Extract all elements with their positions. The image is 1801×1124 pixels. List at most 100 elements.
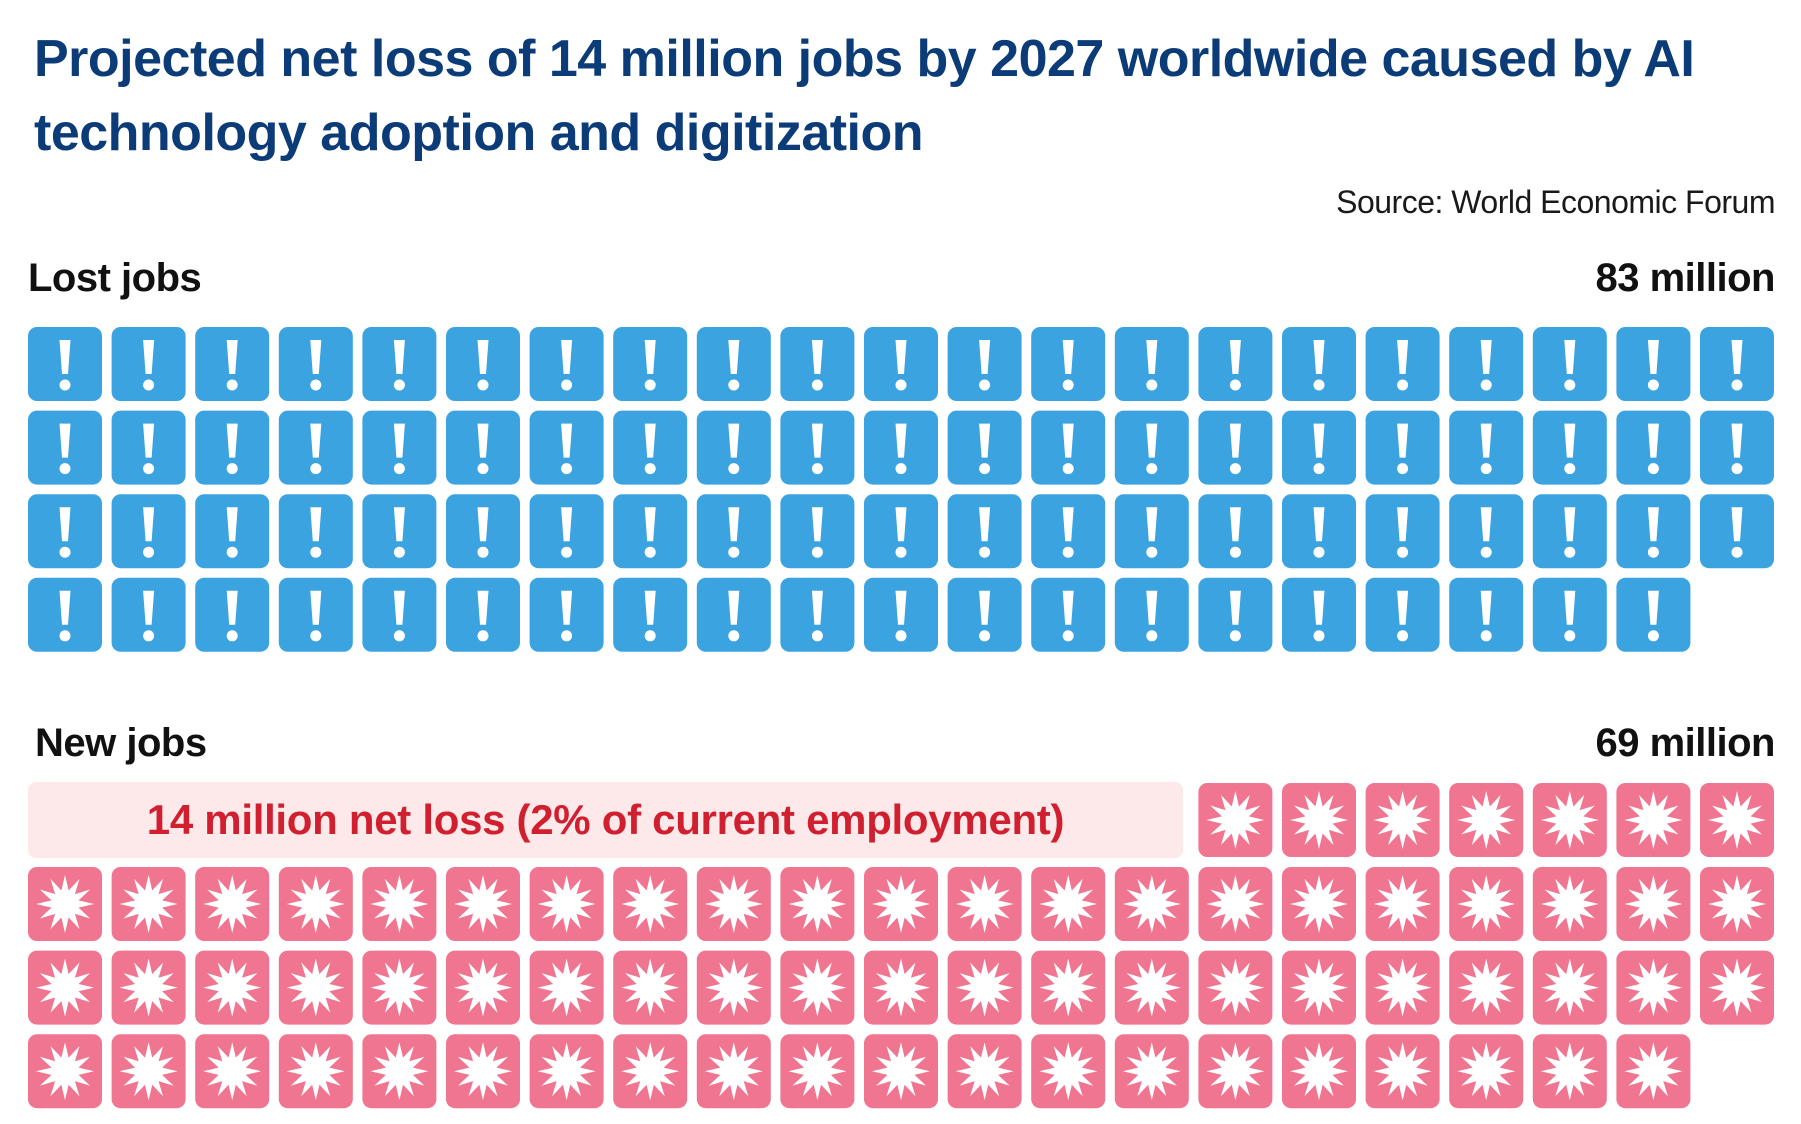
- chart-title: Projected net loss of 14 million jobs by…: [34, 30, 1695, 162]
- net-loss-callout: 14 million net loss (2% of current emplo…: [28, 782, 1183, 858]
- new-job-starburst-icon: [1198, 783, 1273, 857]
- new-job-starburst-icon: [1198, 950, 1273, 1025]
- lost-job-exclamation-icon: [613, 577, 688, 652]
- lost-job-exclamation-icon: [696, 577, 771, 652]
- new-job-starburst-icon: [1365, 950, 1440, 1025]
- lost-job-exclamation-icon: [780, 494, 855, 569]
- lost-job-exclamation-icon: [1031, 410, 1106, 485]
- new-job-starburst-icon: [1282, 783, 1356, 857]
- lost-job-exclamation-icon: [1449, 494, 1524, 569]
- new-job-starburst-icon: [529, 950, 604, 1025]
- new-job-starburst-icon: [278, 1034, 353, 1109]
- lost-job-exclamation-icon: [1532, 327, 1607, 401]
- new-job-starburst-icon: [696, 950, 771, 1025]
- lost-job-exclamation-icon: [947, 494, 1022, 569]
- new-job-starburst-icon: [780, 950, 855, 1025]
- lost-job-exclamation-icon: [1532, 577, 1607, 652]
- new-job-starburst-icon: [780, 867, 855, 941]
- lost-job-exclamation-icon: [1616, 327, 1691, 401]
- lost-job-exclamation-icon: [947, 577, 1022, 652]
- lost-job-exclamation-icon: [28, 494, 102, 569]
- lost-job-exclamation-icon: [278, 410, 353, 485]
- lost-job-exclamation-icon: [446, 494, 520, 569]
- new-job-starburst-icon: [1365, 1034, 1440, 1109]
- lost-job-exclamation-icon: [1114, 494, 1189, 569]
- new-job-starburst-icon: [278, 950, 353, 1025]
- new-job-starburst-icon: [696, 1034, 771, 1109]
- lost-job-exclamation-icon: [1282, 410, 1356, 485]
- lost-job-exclamation-icon: [1616, 577, 1691, 652]
- lost-job-exclamation-icon: [446, 410, 520, 485]
- new-job-starburst-icon: [613, 950, 688, 1025]
- new-job-starburst-icon: [1532, 950, 1607, 1025]
- new-job-starburst-icon: [1616, 783, 1691, 857]
- new-job-starburst-icon: [28, 950, 102, 1025]
- lost-job-exclamation-icon: [28, 327, 102, 401]
- new-job-starburst-icon: [613, 867, 688, 941]
- lost-job-exclamation-icon: [111, 327, 186, 401]
- lost-job-exclamation-icon: [446, 577, 520, 652]
- new-job-starburst-icon: [1700, 950, 1774, 1025]
- lost-job-exclamation-icon: [1365, 577, 1440, 652]
- lost-job-exclamation-icon: [780, 577, 855, 652]
- new-job-starburst-icon: [1198, 867, 1273, 941]
- lost-job-exclamation-icon: [1449, 327, 1524, 401]
- new-job-starburst-icon: [362, 867, 437, 941]
- lost-job-exclamation-icon: [1365, 494, 1440, 569]
- new-job-starburst-icon: [195, 1034, 270, 1109]
- lost-job-exclamation-icon: [1031, 494, 1106, 569]
- new-job-starburst-icon: [613, 1034, 688, 1109]
- lost-job-exclamation-icon: [696, 327, 771, 401]
- lost-job-exclamation-icon: [1114, 410, 1189, 485]
- lost-job-exclamation-icon: [1198, 494, 1273, 569]
- lost-job-exclamation-icon: [362, 494, 437, 569]
- net-loss-callout-text: 14 million net loss (2% of current emplo…: [146, 796, 1065, 843]
- source-note: Source: World Economic Forum: [1336, 184, 1775, 220]
- lost-job-exclamation-icon: [278, 494, 353, 569]
- lost-job-exclamation-icon: [195, 577, 270, 652]
- lost-job-exclamation-icon: [1700, 494, 1774, 569]
- lost-job-exclamation-icon: [613, 410, 688, 485]
- new-job-starburst-icon: [1031, 867, 1106, 941]
- new-job-starburst-icon: [278, 867, 353, 941]
- new-job-starburst-icon: [864, 1034, 938, 1109]
- lost-job-exclamation-icon: [864, 410, 938, 485]
- lost-job-exclamation-icon: [529, 327, 604, 401]
- lost-job-exclamation-icon: [1282, 327, 1356, 401]
- new-job-starburst-icon: [1031, 1034, 1106, 1109]
- lost-jobs-label: Lost jobs: [28, 256, 202, 300]
- new-job-starburst-icon: [1449, 1034, 1524, 1109]
- lost-job-exclamation-icon: [696, 410, 771, 485]
- lost-job-exclamation-icon: [864, 494, 938, 569]
- lost-job-exclamation-icon: [947, 410, 1022, 485]
- new-job-starburst-icon: [947, 950, 1022, 1025]
- lost-job-exclamation-icon: [195, 327, 270, 401]
- new-job-starburst-icon: [1114, 950, 1189, 1025]
- new-job-starburst-icon: [111, 867, 186, 941]
- new-job-starburst-icon: [362, 950, 437, 1025]
- new-job-starburst-icon: [1449, 783, 1524, 857]
- lost-job-exclamation-icon: [864, 577, 938, 652]
- new-jobs-total: 69 million: [1595, 721, 1776, 765]
- lost-job-exclamation-icon: [362, 410, 437, 485]
- lost-job-exclamation-icon: [1031, 327, 1106, 401]
- new-job-starburst-icon: [1365, 783, 1440, 857]
- lost-job-exclamation-icon: [1449, 577, 1524, 652]
- new-job-starburst-icon: [1282, 950, 1356, 1025]
- new-job-starburst-icon: [28, 867, 102, 941]
- new-job-starburst-icon: [1700, 867, 1774, 941]
- lost-job-exclamation-icon: [1282, 577, 1356, 652]
- lost-job-exclamation-icon: [111, 410, 186, 485]
- new-job-starburst-icon: [1532, 867, 1607, 941]
- new-job-starburst-icon: [1532, 1034, 1607, 1109]
- new-job-starburst-icon: [446, 1034, 520, 1109]
- lost-job-exclamation-icon: [529, 410, 604, 485]
- new-job-starburst-icon: [529, 867, 604, 941]
- new-job-starburst-icon: [529, 1034, 604, 1109]
- new-job-starburst-icon: [1282, 1034, 1356, 1109]
- lost-job-exclamation-icon: [1198, 577, 1273, 652]
- lost-job-exclamation-icon: [1449, 410, 1524, 485]
- lost-job-exclamation-icon: [1532, 494, 1607, 569]
- new-job-starburst-icon: [1449, 867, 1524, 941]
- lost-job-exclamation-icon: [278, 577, 353, 652]
